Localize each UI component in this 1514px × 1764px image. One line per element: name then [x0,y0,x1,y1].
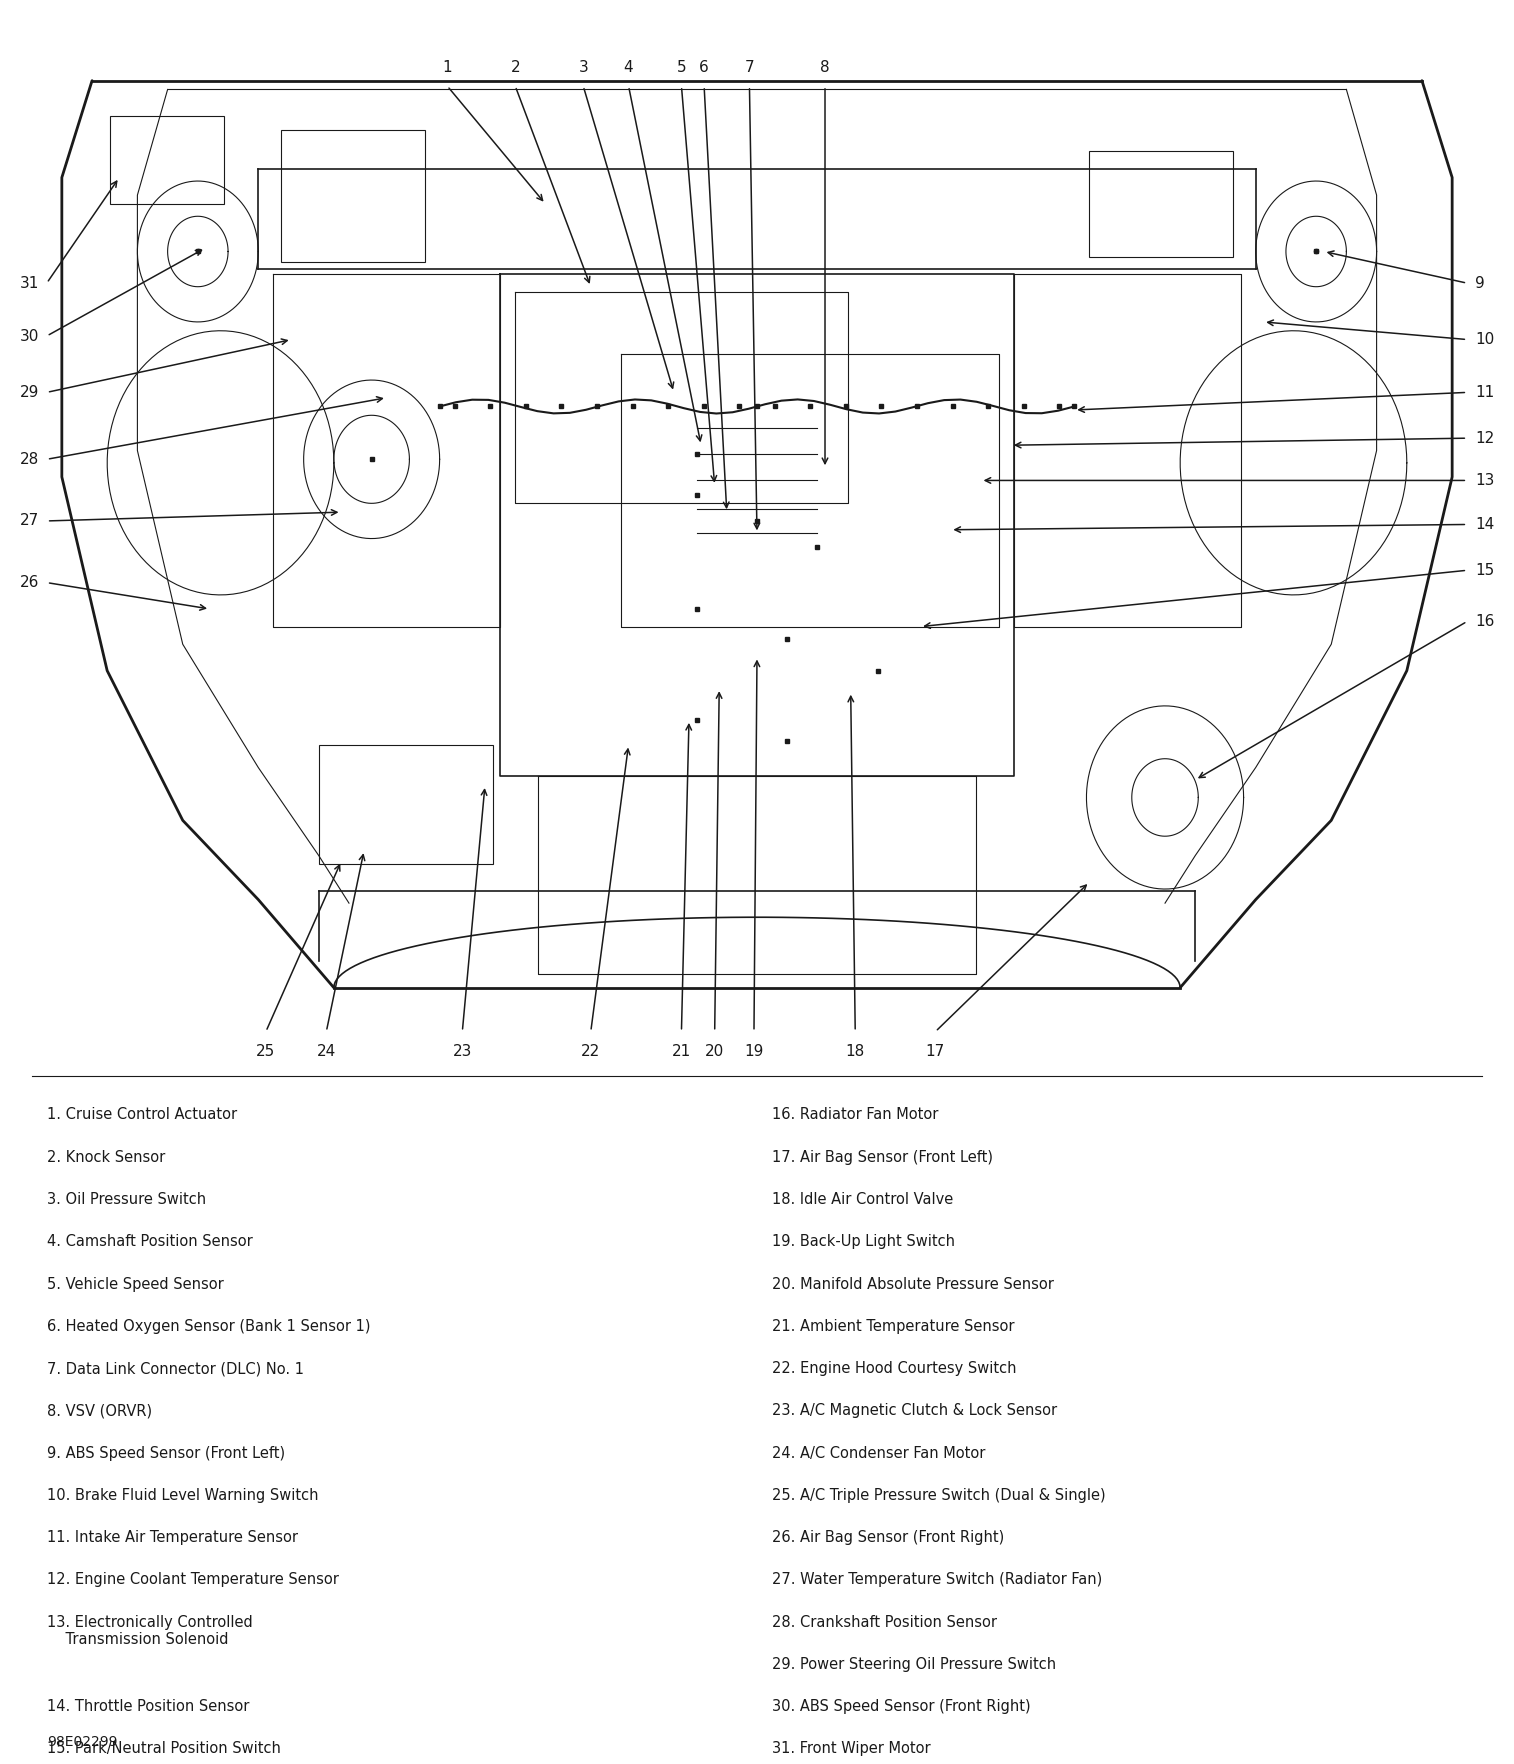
Text: 24: 24 [316,1044,336,1058]
Text: 18. Idle Air Control Valve: 18. Idle Air Control Valve [772,1192,954,1207]
Text: 2: 2 [510,60,519,76]
Text: 14. Throttle Position Sensor: 14. Throttle Position Sensor [47,1699,250,1715]
Text: 13: 13 [1475,473,1494,489]
Text: 4: 4 [624,60,633,76]
Text: 1: 1 [442,60,453,76]
Text: 30: 30 [20,328,39,344]
Text: 28. Crankshaft Position Sensor: 28. Crankshaft Position Sensor [772,1614,998,1630]
Text: 28: 28 [20,452,39,467]
Text: 98E02299: 98E02299 [47,1734,117,1748]
Bar [111,116,224,205]
Text: 15: 15 [1475,563,1494,579]
Bar [319,744,492,864]
Text: 4. Camshaft Position Sensor: 4. Camshaft Position Sensor [47,1235,253,1249]
Text: 21: 21 [672,1044,690,1058]
Text: 31. Front Wiper Motor: 31. Front Wiper Motor [772,1741,931,1757]
Text: 23. A/C Magnetic Clutch & Lock Sensor: 23. A/C Magnetic Clutch & Lock Sensor [772,1404,1057,1418]
Text: 15. Park/Neutral Position Switch: 15. Park/Neutral Position Switch [47,1741,280,1757]
Text: 26. Air Bag Sensor (Front Right): 26. Air Bag Sensor (Front Right) [772,1529,1004,1545]
Bar [1090,152,1232,258]
Text: 19. Back-Up Light Switch: 19. Back-Up Light Switch [772,1235,955,1249]
Text: 9. ABS Speed Sensor (Front Left): 9. ABS Speed Sensor (Front Left) [47,1445,285,1461]
Text: 31: 31 [20,275,39,291]
Text: 17: 17 [925,1044,945,1058]
Text: 24. A/C Condenser Fan Motor: 24. A/C Condenser Fan Motor [772,1445,986,1461]
Text: 21. Ambient Temperature Sensor: 21. Ambient Temperature Sensor [772,1319,1014,1334]
Text: 20. Manifold Absolute Pressure Sensor: 20. Manifold Absolute Pressure Sensor [772,1277,1054,1291]
Text: 22: 22 [581,1044,601,1058]
Text: 7. Data Link Connector (DLC) No. 1: 7. Data Link Connector (DLC) No. 1 [47,1362,304,1376]
Text: 14: 14 [1475,517,1494,533]
Text: 11. Intake Air Temperature Sensor: 11. Intake Air Temperature Sensor [47,1529,298,1545]
Text: 25: 25 [256,1044,276,1058]
Text: 6: 6 [699,60,709,76]
Text: 8. VSV (ORVR): 8. VSV (ORVR) [47,1404,151,1418]
Text: 12: 12 [1475,430,1494,446]
Text: 12. Engine Coolant Temperature Sensor: 12. Engine Coolant Temperature Sensor [47,1572,339,1588]
Text: 30. ABS Speed Sensor (Front Right): 30. ABS Speed Sensor (Front Right) [772,1699,1031,1715]
Text: 10. Brake Fluid Level Warning Switch: 10. Brake Fluid Level Warning Switch [47,1487,318,1503]
Text: 13. Electronically Controlled
    Transmission Solenoid: 13. Electronically Controlled Transmissi… [47,1614,253,1648]
Text: 23: 23 [453,1044,472,1058]
Text: 7: 7 [745,60,754,76]
Text: 22. Engine Hood Courtesy Switch: 22. Engine Hood Courtesy Switch [772,1362,1016,1376]
Text: 20: 20 [706,1044,724,1058]
Text: 11: 11 [1475,385,1494,400]
Text: 25. A/C Triple Pressure Switch (Dual & Single): 25. A/C Triple Pressure Switch (Dual & S… [772,1487,1105,1503]
Text: 16. Radiator Fan Motor: 16. Radiator Fan Motor [772,1108,939,1122]
Text: 3. Oil Pressure Switch: 3. Oil Pressure Switch [47,1192,206,1207]
Text: 18: 18 [846,1044,864,1058]
Text: 6. Heated Oxygen Sensor (Bank 1 Sensor 1): 6. Heated Oxygen Sensor (Bank 1 Sensor 1… [47,1319,371,1334]
Text: 5: 5 [677,60,686,76]
Text: 27. Water Temperature Switch (Radiator Fan): 27. Water Temperature Switch (Radiator F… [772,1572,1102,1588]
Text: 10: 10 [1475,332,1494,348]
Text: 9: 9 [1475,275,1485,291]
Text: 2. Knock Sensor: 2. Knock Sensor [47,1150,165,1164]
Text: 16: 16 [1475,614,1494,628]
Text: 5. Vehicle Speed Sensor: 5. Vehicle Speed Sensor [47,1277,224,1291]
Text: 3: 3 [578,60,587,76]
Text: 1. Cruise Control Actuator: 1. Cruise Control Actuator [47,1108,236,1122]
Text: 8: 8 [821,60,830,76]
Bar [282,131,424,263]
Text: 19: 19 [745,1044,763,1058]
Text: 29: 29 [20,385,39,400]
Text: 17. Air Bag Sensor (Front Left): 17. Air Bag Sensor (Front Left) [772,1150,993,1164]
Text: 27: 27 [20,513,39,529]
Text: 26: 26 [20,575,39,591]
Text: 29. Power Steering Oil Pressure Switch: 29. Power Steering Oil Pressure Switch [772,1656,1057,1672]
